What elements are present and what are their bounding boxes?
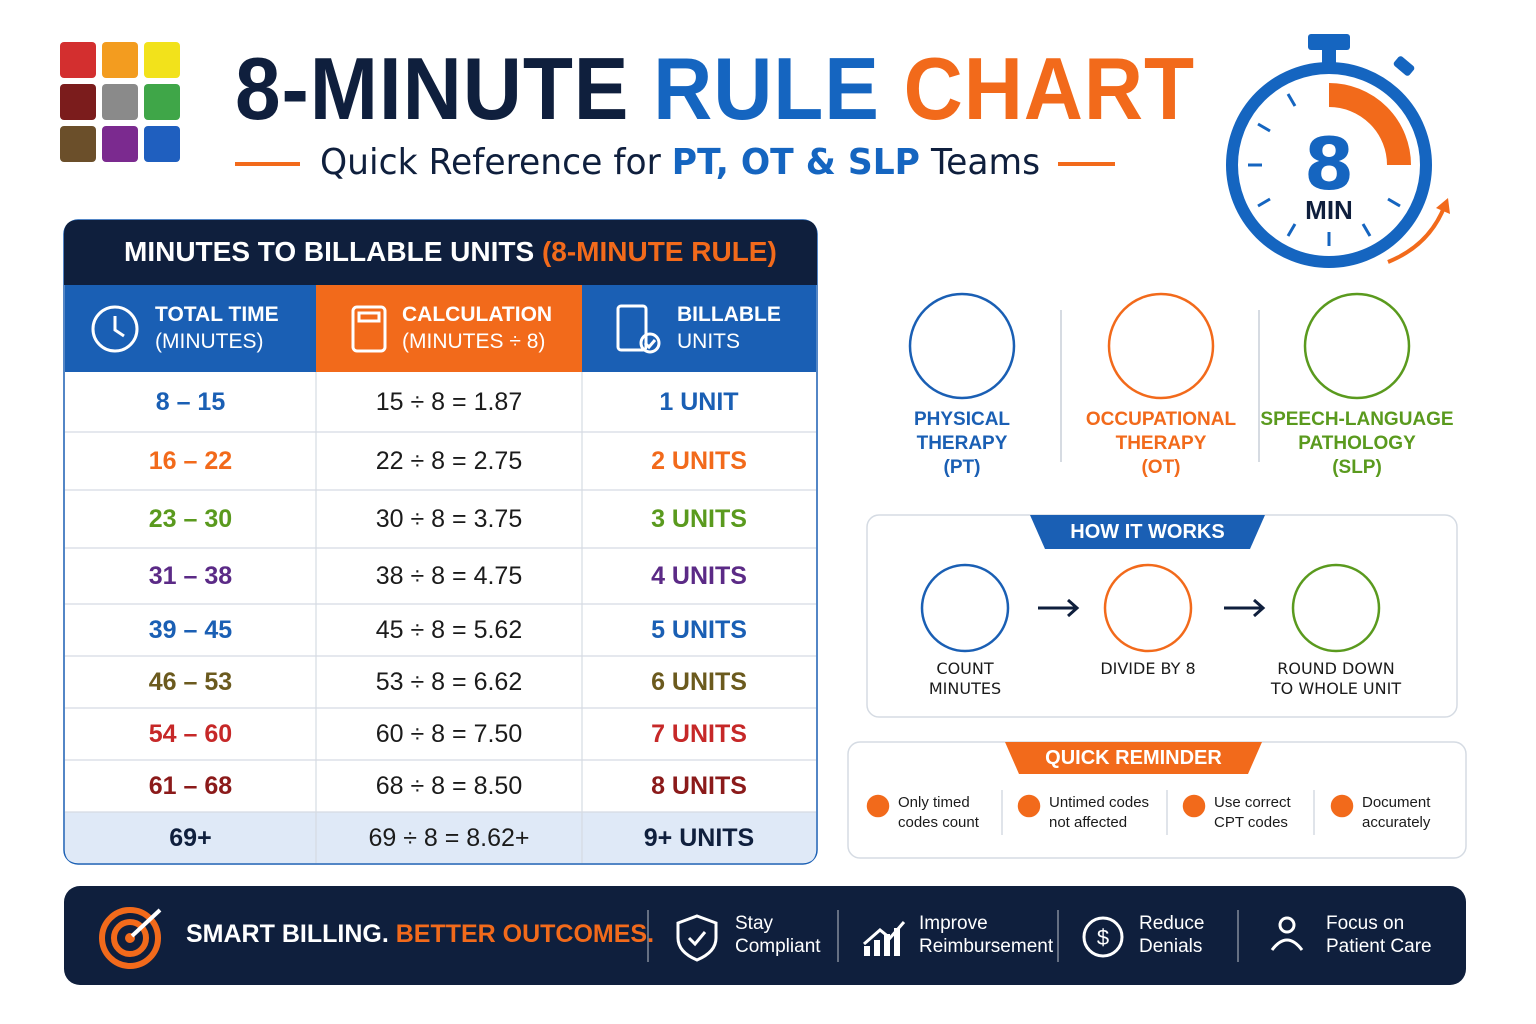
- table-cell: 61 – 68: [148, 771, 233, 800]
- reminder-text: not affected: [1049, 814, 1128, 831]
- stopwatch: [1226, 34, 1450, 268]
- table-cell: 39 – 45: [148, 615, 233, 644]
- reminder-text: Only timed: [898, 794, 970, 811]
- table-title-text: MINUTES TO BILLABLE UNITS: [124, 236, 535, 267]
- footer-item: Reimbursement: [919, 936, 1054, 957]
- discipline-label: SPEECH-LANGUAGE: [1260, 409, 1454, 430]
- table-cell: 16 – 22: [148, 446, 233, 475]
- step-label: TO WHOLE UNIT: [1270, 679, 1402, 698]
- reminder-text: codes count: [898, 814, 979, 831]
- table-cell: 15 ÷ 8 = 1.87: [375, 387, 523, 416]
- column-header: UNITS: [677, 330, 740, 353]
- discipline-label: THERAPY: [1115, 433, 1207, 454]
- slogan-text: SMART BILLING.: [186, 920, 389, 948]
- table-cell: 8 – 15: [155, 387, 226, 416]
- table-cell: 38 ÷ 8 = 4.75: [375, 561, 523, 590]
- title-part: CHART: [903, 39, 1195, 138]
- footer-item: Denials: [1139, 936, 1203, 957]
- timer-number: 8: [1303, 122, 1355, 206]
- reminder-text: Document: [1362, 794, 1431, 811]
- table-cell: 8 UNITS: [651, 771, 747, 800]
- step-label: MINUTES: [928, 679, 1002, 698]
- check-icon: [866, 794, 890, 818]
- table-cell: 54 – 60: [148, 719, 233, 748]
- table-cell: 69 ÷ 8 = 8.62+: [368, 823, 530, 852]
- title-part: 8-MINUTE: [235, 39, 630, 138]
- subtitle-text: Teams: [930, 142, 1041, 183]
- table-title-highlight: (8-MINUTE RULE): [541, 236, 777, 267]
- table-cell: 9+ UNITS: [643, 823, 755, 852]
- step-icon: [1291, 563, 1381, 653]
- footer-item: Compliant: [735, 936, 821, 957]
- step-icon: [1103, 563, 1193, 653]
- step-label: COUNT: [936, 659, 994, 678]
- dollar-icon: $: [1097, 925, 1109, 950]
- reminder-text: CPT codes: [1214, 814, 1288, 831]
- discipline-label: (OT): [1141, 457, 1181, 478]
- column-header: BILLABLE: [677, 303, 781, 326]
- title-part: RULE: [653, 39, 880, 138]
- slogan: SMART BILLING. BETTER OUTCOMES.: [186, 920, 654, 949]
- discipline-label: (SLP): [1332, 457, 1382, 478]
- footer-item: Improve: [919, 913, 988, 934]
- table-cell: 5 UNITS: [651, 615, 747, 644]
- table-cell: 3 UNITS: [651, 504, 747, 533]
- footer-item: Reduce: [1139, 913, 1205, 934]
- table-cell: 4 UNITS: [651, 561, 747, 590]
- logo: [60, 42, 180, 162]
- check-icon: [1330, 794, 1354, 818]
- table-cell: 2 UNITS: [651, 446, 747, 475]
- discipline-icon: [1107, 292, 1215, 400]
- table-cell: 31 – 38: [148, 561, 233, 590]
- column-header: CALCULATION: [402, 303, 553, 326]
- table-cell: 68 ÷ 8 = 8.50: [375, 771, 523, 800]
- footer-item: Patient Care: [1326, 936, 1432, 957]
- table-cell: 6 UNITS: [651, 667, 747, 696]
- discipline-label: PATHOLOGY: [1298, 433, 1416, 454]
- discipline-label: (PT): [943, 457, 981, 478]
- reminder-text: accurately: [1362, 814, 1431, 831]
- step-label: DIVIDE BY 8: [1100, 659, 1196, 678]
- how-title: HOW IT WORKS: [1070, 520, 1225, 543]
- discipline-icon: [1303, 292, 1411, 400]
- table-cell: 22 ÷ 8 = 2.75: [375, 446, 523, 475]
- slogan-highlight: BETTER OUTCOMES.: [395, 920, 655, 948]
- table-cell: 69+: [169, 823, 212, 852]
- discipline-label: PHYSICAL: [913, 409, 1011, 430]
- discipline-label: OCCUPATIONAL: [1085, 409, 1237, 430]
- table-cell: 1 UNIT: [659, 387, 739, 416]
- check-icon: [1017, 794, 1041, 818]
- table-cell: 23 – 30: [148, 504, 233, 533]
- table-cell: 45 ÷ 8 = 5.62: [375, 615, 523, 644]
- reminder-text: Untimed codes: [1049, 794, 1150, 811]
- step-icon: [920, 563, 1010, 653]
- check-icon: [1182, 794, 1206, 818]
- reminder-title: QUICK REMINDER: [1045, 746, 1222, 769]
- table-cell: 53 ÷ 8 = 6.62: [375, 667, 523, 696]
- discipline-icon: [908, 292, 1016, 400]
- subtitle-highlight: PT, OT & SLP: [671, 142, 920, 183]
- column-header: TOTAL TIME: [155, 303, 279, 326]
- reminder-text: Use correct: [1214, 794, 1291, 811]
- column-header: (MINUTES ÷ 8): [402, 330, 546, 353]
- footer-item: Stay: [735, 913, 774, 934]
- timer-unit: MIN: [1305, 195, 1353, 225]
- table-title: MINUTES TO BILLABLE UNITS (8-MINUTE RULE…: [124, 236, 777, 268]
- table-cell: 30 ÷ 8 = 3.75: [375, 504, 523, 533]
- title: 8-MINUTE RULE CHART: [235, 38, 1195, 140]
- discipline-label: THERAPY: [916, 433, 1008, 454]
- table-cell: 46 – 53: [148, 667, 233, 696]
- table-cell: 60 ÷ 8 = 7.50: [375, 719, 523, 748]
- table-cell: 7 UNITS: [651, 719, 747, 748]
- footer-item: Focus on: [1326, 913, 1405, 934]
- subtitle-text: Quick Reference for: [320, 142, 661, 183]
- subtitle: Quick Reference for PT, OT & SLP Teams: [320, 142, 1040, 183]
- column-header: (MINUTES): [155, 330, 264, 353]
- step-label: ROUND DOWN: [1277, 659, 1395, 678]
